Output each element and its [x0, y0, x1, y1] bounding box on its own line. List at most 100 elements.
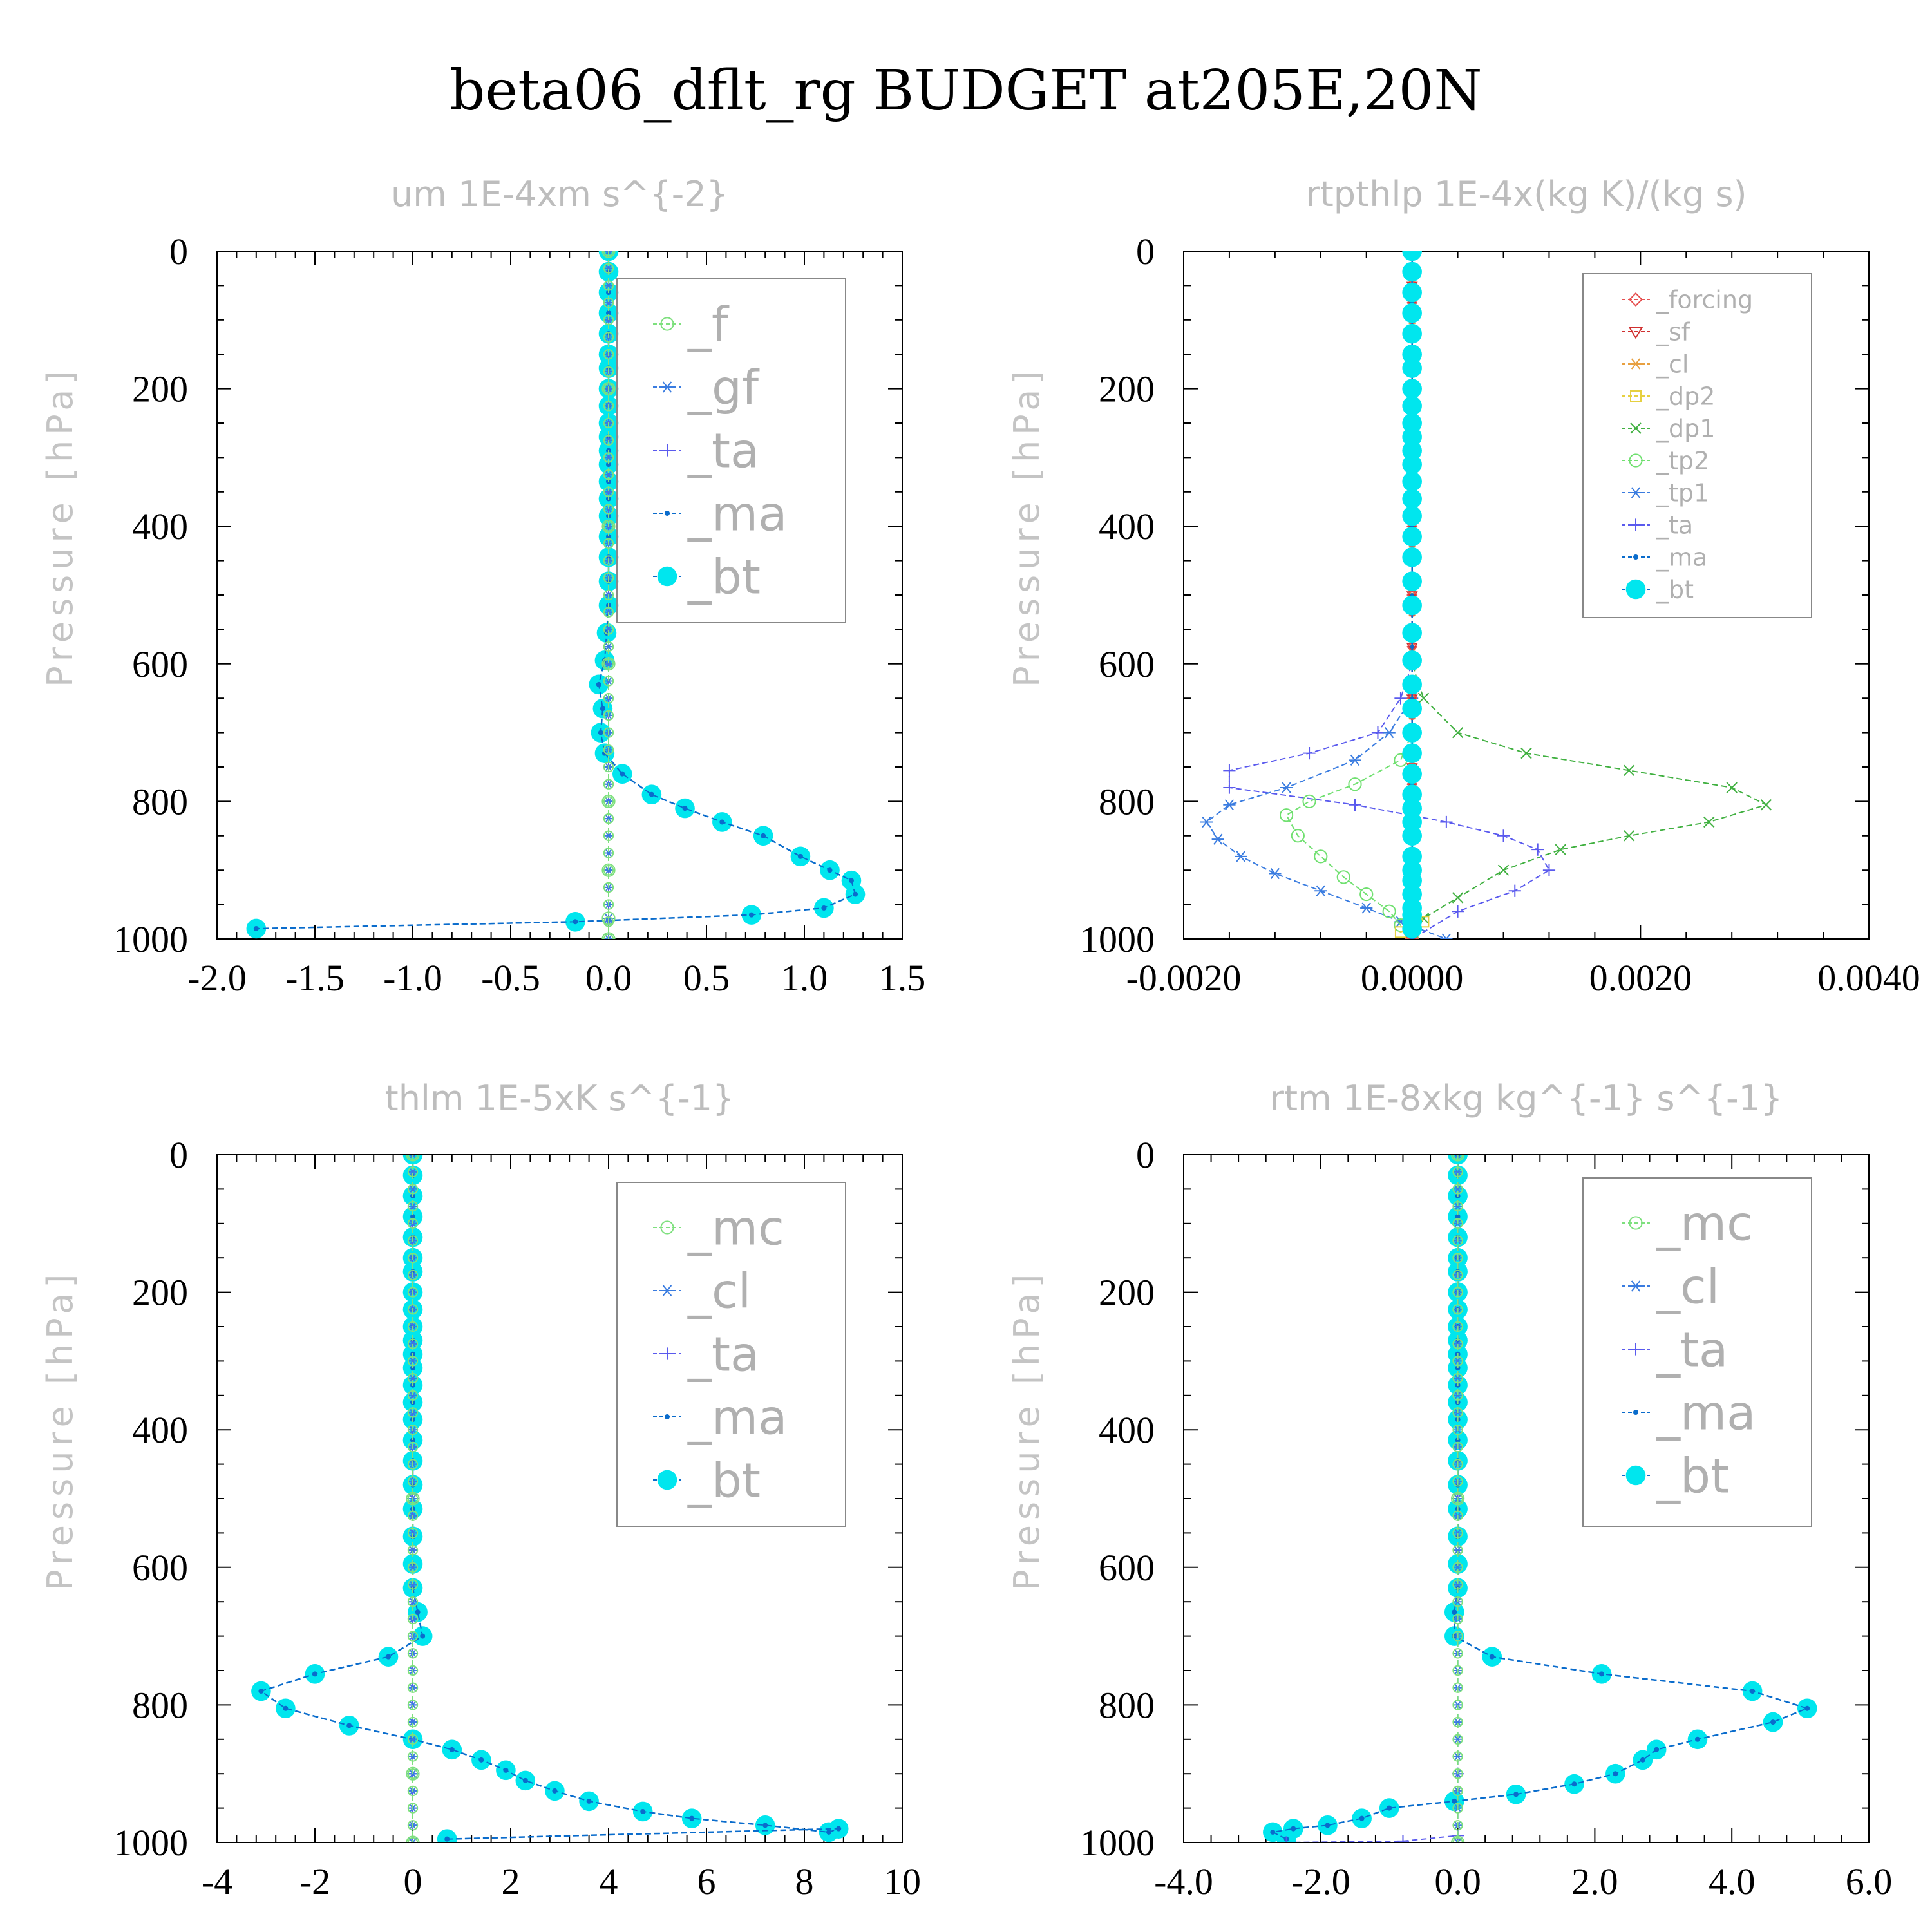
series-f-point: [601, 794, 616, 809]
series-cl-point: [1453, 1184, 1463, 1194]
legend-box: [616, 1182, 846, 1527]
series-bt-point: [1402, 784, 1422, 805]
series-f-point: [603, 469, 614, 480]
series-dp1-point: [1497, 864, 1510, 876]
legend-label: _mc: [1656, 1197, 1753, 1252]
series-ta-point: [1371, 726, 1385, 739]
x-tick-label: 2.0: [1571, 1861, 1618, 1902]
series-cl-point: [1453, 1735, 1463, 1744]
series-cl-point: [408, 1184, 418, 1194]
series-ma-point: [415, 1609, 421, 1615]
y-tick-label: 800: [132, 1684, 188, 1726]
series-cl-point: [408, 1838, 418, 1842]
series-gf-point: [603, 251, 614, 256]
series-mc-point: [407, 1476, 419, 1487]
series-f-point: [603, 401, 614, 412]
series-mc-point: [1452, 1476, 1463, 1487]
series-mc-point: [1452, 1665, 1463, 1676]
legend-marker-bt: [1625, 579, 1646, 600]
y-tick-label: 600: [132, 1547, 188, 1589]
series-f-point: [603, 417, 614, 429]
series-gf-point: [603, 676, 614, 686]
series-f-point: [603, 521, 614, 532]
y-tick-label: 800: [132, 781, 188, 822]
series-f-point: [603, 796, 614, 807]
series-bt-point: [1402, 812, 1422, 832]
series-ma-point: [1455, 1437, 1461, 1443]
y-tick-label: 0: [169, 1134, 188, 1176]
series-f-point: [603, 555, 614, 566]
series-mc-point: [1452, 1596, 1463, 1607]
series-mc-point: [407, 1356, 419, 1367]
legend-label: _gf: [687, 361, 760, 416]
series-mc-point: [1452, 1425, 1463, 1435]
series-mc-point: [1452, 1184, 1463, 1195]
series-mc-point: [407, 1166, 419, 1177]
series-mc-point: [1452, 1235, 1463, 1246]
series-f-point: [603, 727, 614, 738]
series-dp1-point: [1555, 844, 1566, 855]
series-gf-point: [603, 814, 614, 823]
series-ma-point: [1654, 1747, 1660, 1752]
series-mc-point: [407, 1820, 419, 1831]
series-bt-point: [1402, 743, 1422, 763]
series-f-point: [603, 641, 614, 652]
series-tp1-point: [1235, 851, 1247, 862]
y-tick-label: 1000: [1080, 1822, 1155, 1864]
series-mc-point: [407, 1700, 419, 1710]
series-f-point: [603, 624, 614, 635]
legend-label: _ma: [687, 1390, 787, 1446]
legend-marker-bt: [657, 1470, 677, 1490]
legend-label: _tp1: [1656, 479, 1709, 507]
series-cl-point: [408, 1356, 418, 1366]
series-bt-point: [1402, 344, 1422, 365]
series-mc-point: [407, 1648, 419, 1659]
series-f-point: [603, 779, 614, 790]
series-ma-point: [573, 919, 578, 925]
series-mc-point: [407, 1184, 419, 1195]
series-gf-point: [603, 934, 614, 939]
series-cl-point: [1453, 1752, 1463, 1761]
series-f-point: [603, 865, 614, 876]
series-cl-point: [408, 1155, 418, 1159]
series-mc-point: [1452, 1253, 1463, 1264]
y-tick-label: 1000: [113, 918, 188, 960]
x-tick-label: -0.0020: [1126, 957, 1242, 999]
series-ma-point: [689, 1815, 695, 1821]
series-f-point: [603, 676, 614, 687]
series-cl-point: [1453, 1580, 1463, 1589]
series-ma-point: [478, 1757, 484, 1763]
series-mc-point: [1452, 1441, 1463, 1453]
series-ma-point: [848, 878, 854, 884]
x-tick-label: 1.0: [781, 957, 828, 999]
legend-label: _bt: [687, 1454, 761, 1509]
series-ma-point: [606, 310, 611, 316]
series-mc-point: [407, 1338, 419, 1349]
series-mc-point: [1452, 1287, 1463, 1298]
series-cl-point: [408, 1718, 418, 1727]
series-mc-point: [407, 1613, 419, 1625]
series-ta-point: [1394, 692, 1407, 705]
y-tick-label: 200: [132, 1272, 188, 1314]
series-ma-point: [1571, 1781, 1577, 1787]
series-bt-point: [1402, 427, 1422, 447]
plot-area: [246, 251, 866, 939]
series-mc-point: [406, 1492, 420, 1506]
series-ma-point: [410, 1365, 415, 1371]
series-bt-point: [1402, 396, 1422, 416]
series-mc-point: [1452, 1218, 1463, 1229]
legend-marker-cl: [1629, 358, 1642, 370]
legend-marker-ma: [665, 511, 670, 516]
legend-marker-cl: [661, 1285, 674, 1296]
series-cl-point: [1453, 1838, 1463, 1842]
series-ma-point: [762, 1823, 768, 1828]
series-ma-point: [586, 1798, 592, 1804]
series-mc-point: [407, 1235, 419, 1246]
series-mc-point: [407, 1631, 419, 1642]
x-tick-label: 0: [404, 1861, 422, 1902]
series-f-point: [601, 519, 616, 533]
series-f-point: [601, 657, 616, 671]
series-mc-point: [407, 1528, 419, 1539]
legend-marker-ta: [1629, 518, 1642, 531]
